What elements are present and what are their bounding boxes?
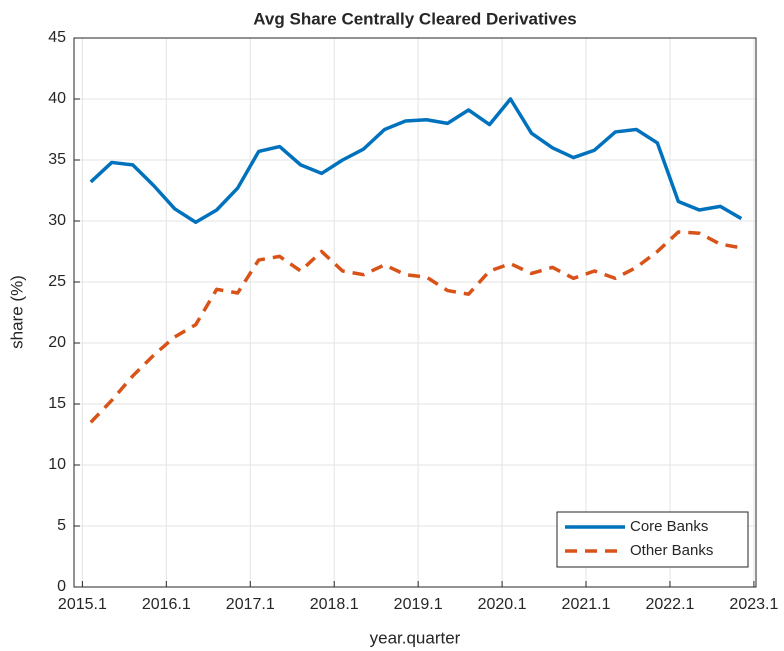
data-line — [89, 97, 743, 224]
y-tick-label: 45 — [48, 29, 66, 46]
x-tick-label: 2020.1 — [478, 596, 527, 613]
y-tick-label: 35 — [48, 151, 66, 168]
legend-box — [556, 511, 749, 568]
y-tick-label: 40 — [48, 90, 66, 107]
y-tick-label: 30 — [48, 212, 66, 229]
legend-label: Core Banks — [630, 518, 708, 535]
x-tick-label: 2016.1 — [142, 596, 191, 613]
y-tick-label: 15 — [48, 395, 66, 412]
y-tick-label: 20 — [48, 334, 66, 351]
y-tick-label: 5 — [57, 517, 66, 534]
x-axis-label: year.quarter — [370, 628, 461, 647]
data-line — [89, 230, 742, 424]
x-tick-label: 2023.1 — [729, 596, 778, 613]
x-tick-label: 2021.1 — [562, 596, 611, 613]
plot-frame — [73, 37, 757, 588]
y-axis-label: share (%) — [7, 275, 26, 349]
x-tick-label: 2018.1 — [310, 596, 359, 613]
y-tick-label: 0 — [57, 578, 66, 595]
x-tick-label: 2022.1 — [645, 596, 694, 613]
chart-title: Avg Share Centrally Cleared Derivatives — [253, 9, 576, 28]
x-tick-label: 2019.1 — [394, 596, 443, 613]
y-tick-label: 25 — [48, 273, 66, 290]
legend-label: Other Banks — [630, 542, 713, 559]
y-tick-label: 10 — [48, 456, 66, 473]
x-tick-label: 2015.1 — [58, 596, 107, 613]
x-tick-label: 2017.1 — [226, 596, 275, 613]
